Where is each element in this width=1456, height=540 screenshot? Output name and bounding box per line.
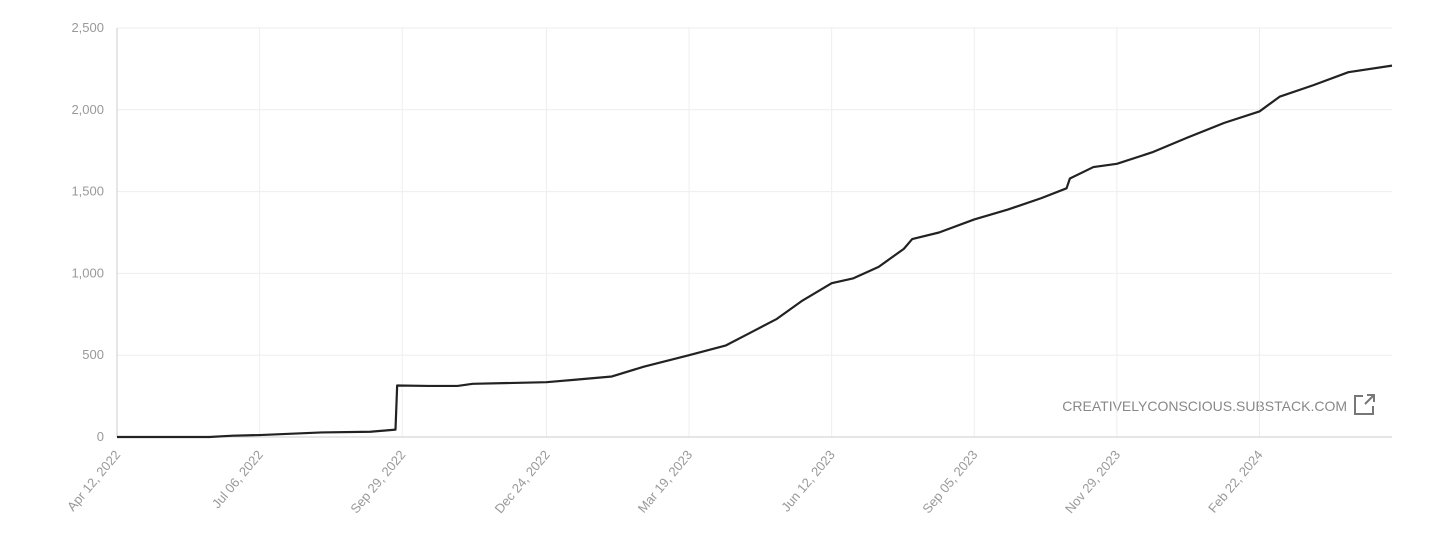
x-tick-label: Dec 24, 2022 [492,447,553,516]
line [117,64,1393,439]
external-link-icon [1354,394,1375,415]
y-tick-label: 1,000 [71,265,104,280]
y-tick-label: 1,500 [71,184,104,199]
x-tick-label: Sep 29, 2022 [347,447,408,516]
y-tick-label: 0 [97,429,104,444]
x-tick-label: Sep 05, 2023 [919,447,980,516]
x-tick-label: Apr 12, 2022 [64,447,123,514]
y-tick-label: 2,000 [71,102,104,117]
x-tick-label: Jun 12, 2023 [778,447,838,514]
watermark: CREATIVELYCONSCIOUS.SUBSTACK.COM [1062,398,1347,414]
x-tick-label: Feb 22, 2024 [1205,447,1266,515]
x-tick-label: Mar 19, 2023 [635,447,696,515]
y-tick-label: 2,500 [71,20,104,35]
x-tick-label: Jul 06, 2022 [209,447,266,511]
x-tick-label: Nov 29, 2023 [1062,447,1123,516]
y-tick-label: 500 [82,347,104,362]
